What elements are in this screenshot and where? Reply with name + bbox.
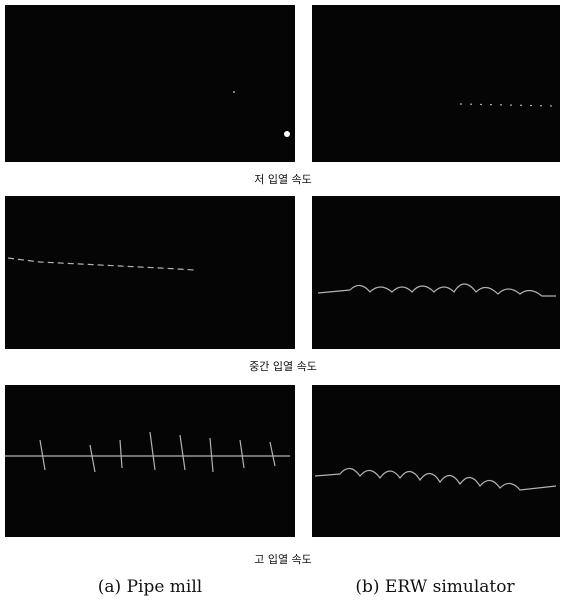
photo-pipe-mill-mid xyxy=(5,196,295,349)
row-label: 중간 입열 속도 xyxy=(249,360,317,373)
photo-erw-high xyxy=(312,385,560,537)
row-label: 저 입열 속도 xyxy=(254,173,312,186)
photo-pipe-mill-high xyxy=(5,385,295,537)
caption-right: (b) ERW simulator xyxy=(355,577,515,597)
photo-pipe-mill-low xyxy=(5,5,295,162)
photo-erw-low xyxy=(312,5,560,162)
spark xyxy=(233,91,235,93)
caption-left: (a) Pipe mill xyxy=(98,577,202,597)
photo-erw-mid xyxy=(312,196,560,349)
row-label: 고 입열 속도 xyxy=(254,553,312,566)
spark xyxy=(284,131,290,137)
figure: 저 입열 속도 중간 입열 속도 고 입열 속도 (a) Pipe mill (… xyxy=(0,0,566,601)
